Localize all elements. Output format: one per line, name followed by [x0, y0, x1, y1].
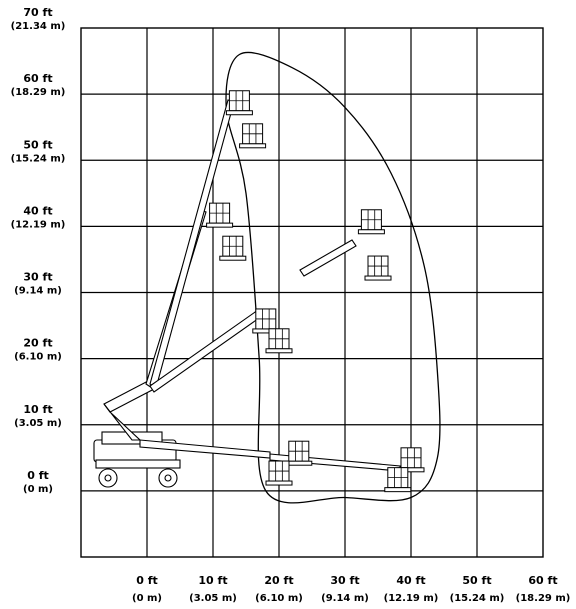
grid	[80, 27, 544, 558]
y-tick-label-ft: 60 ft	[23, 72, 52, 85]
axle-frame	[95, 459, 181, 469]
working-envelope	[225, 51, 441, 504]
platform-basket	[384, 467, 412, 493]
x-tick-label-m: (18.29 m)	[516, 593, 571, 604]
platform-basket	[285, 440, 313, 466]
platform-baskets	[206, 90, 425, 493]
y-tick-label-m: (15.24 m)	[11, 153, 66, 164]
boom-upper-outreach	[299, 239, 357, 277]
x-tick-label-m: (3.05 m)	[189, 593, 237, 604]
platform-basket	[397, 447, 425, 473]
y-tick-label-ft: 40 ft	[23, 204, 52, 217]
x-tick-label-ft: 60 ft	[528, 574, 557, 587]
x-tick-label-m: (6.10 m)	[255, 593, 303, 604]
y-tick-label-ft: 30 ft	[23, 271, 52, 284]
x-tick-label-ft: 20 ft	[264, 574, 293, 587]
x-tick-label-m: (15.24 m)	[450, 593, 505, 604]
x-tick-label-ft: 30 ft	[330, 574, 359, 587]
platform-basket	[265, 460, 293, 486]
y-tick-label-ft: 10 ft	[23, 403, 52, 416]
axis-labels: 70 ft (21.34 m) 60 ft (18.29 m) 50 ft (15.24 …	[11, 6, 571, 604]
y-tick-label-m: (0 m)	[23, 484, 53, 495]
platform-basket	[364, 255, 392, 281]
front-hub	[164, 474, 172, 482]
x-tick-label-m: (12.19 m)	[384, 593, 439, 604]
x-tick-label-m: (9.14 m)	[321, 593, 369, 604]
y-tick-label-ft: 20 ft	[23, 337, 52, 350]
y-tick-label-ft: 50 ft	[23, 138, 52, 151]
y-tick-label-m: (12.19 m)	[11, 219, 66, 230]
platform-basket	[206, 202, 234, 228]
y-tick-label-ft: 70 ft	[23, 6, 52, 19]
y-tick-label-m: (9.14 m)	[14, 286, 62, 297]
y-tick-label-ft: 0 ft	[27, 469, 49, 482]
y-tick-label-m: (3.05 m)	[14, 418, 62, 429]
x-tick-label-ft: 40 ft	[396, 574, 425, 587]
x-tick-label-ft: 0 ft	[136, 574, 158, 587]
aerial-lift-machine	[93, 99, 401, 488]
x-tick-label-ft: 10 ft	[198, 574, 227, 587]
platform-basket	[219, 235, 247, 261]
y-tick-label-m: (21.34 m)	[11, 21, 66, 32]
platform-basket	[239, 123, 267, 149]
envelope-outline	[225, 51, 441, 504]
rear-hub	[104, 474, 112, 482]
x-tick-label-m: (0 m)	[132, 593, 162, 604]
platform-basket	[357, 209, 385, 235]
riser-arm	[103, 403, 142, 441]
platform-basket	[225, 90, 253, 116]
platform-basket	[265, 328, 293, 354]
y-tick-label-m: (18.29 m)	[11, 87, 66, 98]
y-tick-label-m: (6.10 m)	[14, 352, 62, 363]
x-tick-label-ft: 50 ft	[462, 574, 491, 587]
